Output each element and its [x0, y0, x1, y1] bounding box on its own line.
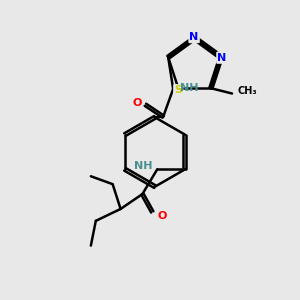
- Text: NH: NH: [134, 161, 152, 171]
- Text: CH₃: CH₃: [238, 85, 258, 95]
- Text: O: O: [132, 98, 142, 108]
- Text: O: O: [157, 211, 167, 221]
- Text: S: S: [174, 85, 182, 95]
- Text: N: N: [217, 53, 226, 63]
- Text: N: N: [190, 32, 199, 42]
- Text: NH: NH: [180, 83, 199, 93]
